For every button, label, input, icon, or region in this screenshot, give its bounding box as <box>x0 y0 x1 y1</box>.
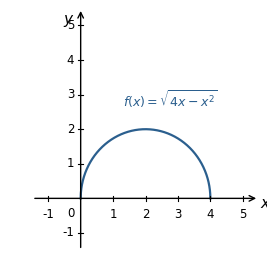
Text: x: x <box>261 196 267 211</box>
Text: 3: 3 <box>67 88 74 101</box>
Text: 0: 0 <box>68 207 75 220</box>
Text: 5: 5 <box>67 19 74 32</box>
Text: 4: 4 <box>67 54 74 67</box>
Text: 1: 1 <box>109 208 117 221</box>
Text: y: y <box>64 12 73 27</box>
Text: -1: -1 <box>42 208 54 221</box>
Text: 2: 2 <box>142 208 149 221</box>
Text: 1: 1 <box>67 157 74 170</box>
Text: 5: 5 <box>239 208 246 221</box>
Text: 3: 3 <box>174 208 182 221</box>
Text: $f(x) = \sqrt{4x - x^2}$: $f(x) = \sqrt{4x - x^2}$ <box>123 88 217 110</box>
Text: 4: 4 <box>207 208 214 221</box>
Text: 2: 2 <box>67 123 74 136</box>
Text: -1: -1 <box>62 227 74 239</box>
